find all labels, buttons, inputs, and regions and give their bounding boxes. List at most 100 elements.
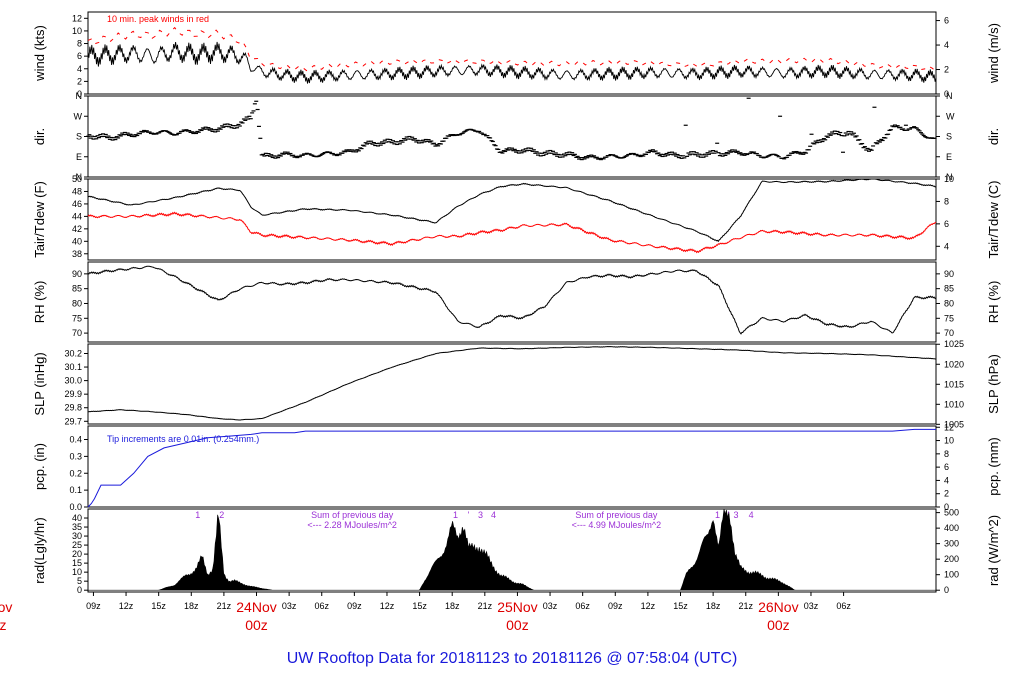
chart-title: UW Rooftop Data for 20181123 to 20181126…	[286, 650, 738, 667]
ytick-label-pcp: 0.4	[69, 435, 82, 445]
ytick2-label-rad: 300	[944, 539, 959, 549]
ytick-label-dir: N	[76, 172, 83, 182]
ytick-label-rad: 30	[72, 531, 82, 541]
ytick2-label-rad: 500	[944, 508, 959, 518]
sun-mark: '	[468, 510, 470, 520]
ytick-label-wind: 12	[72, 13, 82, 23]
xtick-day-label-partial: ov	[0, 599, 12, 615]
ylabel2-rh: RH (%)	[986, 281, 1001, 324]
ytick-label-temp: 40	[72, 236, 82, 246]
xtick-label: 12z	[380, 601, 395, 611]
panel-frame-wind	[87, 11, 937, 95]
ytick2-label-rad: 200	[944, 554, 959, 564]
ytick2-label-rh: 75	[944, 313, 954, 323]
ytick-label-wind: 6	[77, 51, 82, 61]
ylabel2-rad: rad (W/m^2)	[986, 515, 1001, 586]
ytick2-label-temp: 10	[944, 174, 954, 184]
ytick2-label-dir: N	[946, 91, 953, 101]
ytick2-label-dir: E	[946, 152, 952, 162]
ytick2-label-slp: 1025	[944, 339, 964, 349]
ytick-label-rad: 5	[77, 576, 82, 586]
panel-frame-dir	[87, 95, 937, 178]
ytick-label-temp: 46	[72, 199, 82, 209]
ylabel-pcp: pcp. (in)	[32, 443, 47, 490]
ytick2-label-pcp: 4	[944, 475, 949, 485]
sun-mark: 3	[733, 510, 738, 520]
series-line-temp-1	[87, 211, 936, 254]
ytick2-label-slp: 1020	[944, 359, 964, 369]
ytick-label-temp: 50	[72, 174, 82, 184]
ytick-label-dir: N	[76, 91, 83, 101]
sun-mark: 4	[749, 510, 754, 520]
ytick2-label-wind: 6	[944, 16, 949, 26]
xtick-label: 06z	[836, 601, 851, 611]
ylabel2-temp: Tair/Tdew (C)	[986, 180, 1001, 258]
ytick-label-temp: 44	[72, 211, 82, 221]
xtick-label: 18z	[445, 601, 460, 611]
ylabel-temp: Tair/Tdew (F)	[32, 181, 47, 258]
panel-frame-pcp	[87, 425, 937, 508]
ylabel-dir: dir.	[32, 128, 47, 145]
xtick-label: 21z	[217, 601, 232, 611]
ytick-label-pcp: 0.3	[69, 451, 82, 461]
ytick-label-rh: 80	[72, 298, 82, 308]
series-line-slp-0	[87, 345, 937, 421]
xtick-label: 09z	[608, 601, 623, 611]
ytick-label-rh: 85	[72, 284, 82, 294]
ytick2-label-slp: 1010	[944, 399, 964, 409]
ytick-label-slp: 29.7	[64, 416, 82, 426]
ytick-label-rad: 35	[72, 522, 82, 532]
ytick-label-dir: E	[76, 152, 82, 162]
ytick2-label-wind: 4	[944, 40, 949, 50]
ytick-label-slp: 30.0	[64, 376, 82, 386]
xtick-label: 15z	[673, 601, 688, 611]
sun-mark: 4	[491, 510, 496, 520]
xtick-label: 18z	[706, 601, 721, 611]
ylabel2-dir: dir.	[986, 128, 1001, 145]
sun-mark: 1	[715, 510, 720, 520]
ytick-label-wind: 0	[77, 89, 82, 99]
ytick2-label-pcp: 12	[944, 422, 954, 432]
ytick-label-temp: 48	[72, 186, 82, 196]
ytick2-label-wind: 0	[944, 89, 949, 99]
ytick-label-wind: 10	[72, 26, 82, 36]
xtick-label: 03z	[543, 601, 558, 611]
ytick-label-wind: 4	[77, 64, 82, 74]
xtick-label: 21z	[738, 601, 753, 611]
ytick-label-rh: 70	[72, 328, 82, 338]
ytick2-label-temp: 8	[944, 196, 949, 206]
series-line-wind-0	[87, 41, 937, 84]
ylabel-rad: rad(Lgly/hr)	[32, 517, 47, 583]
ytick2-label-dir: N	[946, 172, 953, 182]
sun-mark: '	[727, 510, 729, 520]
ytick-label-rad: 0	[77, 585, 82, 595]
ytick-label-slp: 29.9	[64, 389, 82, 399]
note-pcp: Tip increments are 0.01in. (0.254mm.)	[107, 434, 259, 444]
ytick2-label-temp: 4	[944, 241, 949, 251]
sun-mark: 1	[195, 510, 200, 520]
xtick-label: 03z	[804, 601, 819, 611]
ytick2-label-rh: 85	[944, 284, 954, 294]
panel-frame-temp	[87, 178, 937, 261]
ylabel2-slp: SLP (hPa)	[986, 354, 1001, 414]
xtick-label: 06z	[575, 601, 590, 611]
sun-mark: 3	[478, 510, 483, 520]
xtick-label: 21z	[478, 601, 493, 611]
ytick2-label-slp: 1005	[944, 419, 964, 429]
xtick-label: 12z	[641, 601, 656, 611]
ytick-label-wind: 8	[77, 39, 82, 49]
series-line-rh-0	[87, 265, 937, 335]
panel-frame-rad	[87, 508, 937, 593]
ytick2-label-temp: 6	[944, 219, 949, 229]
ytick2-label-rh: 70	[944, 328, 954, 338]
ytick2-label-pcp: 10	[944, 436, 954, 446]
ylabel-rh: RH (%)	[32, 281, 47, 324]
ytick-label-pcp: 0.2	[69, 468, 82, 478]
ytick2-label-rh: 80	[944, 298, 954, 308]
ytick2-label-pcp: 2	[944, 489, 949, 499]
ytick-label-wind: 2	[77, 76, 82, 86]
xtick-label: 09z	[347, 601, 362, 611]
ytick2-label-wind: 2	[944, 65, 949, 75]
ylabel-slp: SLP (inHg)	[32, 352, 47, 415]
